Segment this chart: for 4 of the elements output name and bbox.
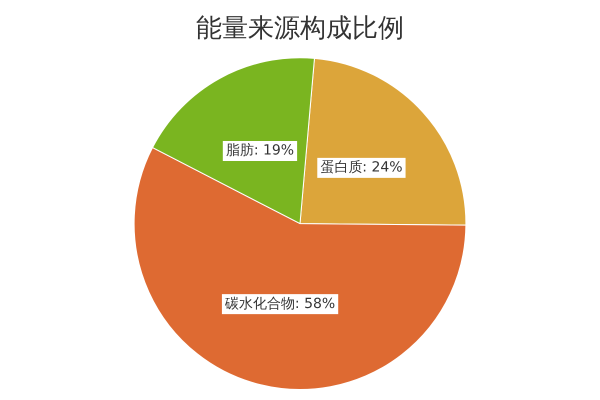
chart-title: 能量来源构成比例 — [196, 13, 404, 44]
slice-label: 蛋白质: 24% — [320, 159, 403, 176]
slice-label: 脂肪: 19% — [226, 142, 294, 159]
slice-label: 碳水化合物: 58% — [224, 296, 336, 312]
